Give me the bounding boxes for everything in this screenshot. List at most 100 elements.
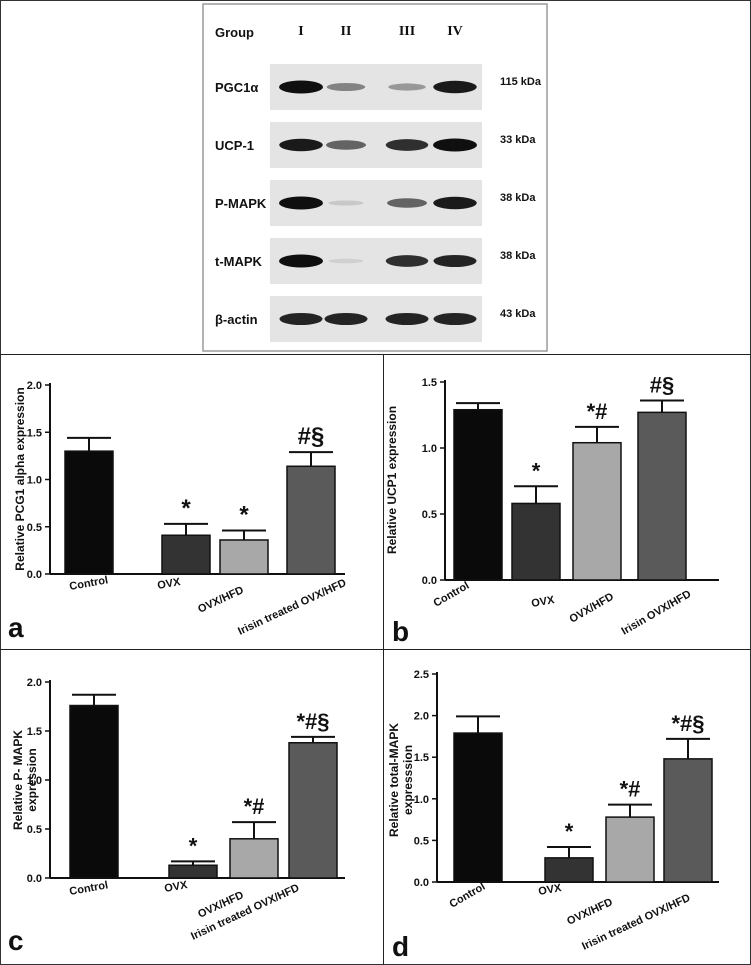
bar-control: [453, 408, 503, 581]
y-tick-label: 0.0: [414, 877, 429, 889]
y-tick-label: 2.5: [414, 669, 429, 681]
y-tick-label: 0.5: [414, 835, 429, 847]
significance-label: *#: [244, 794, 265, 819]
blot-band: [388, 83, 426, 91]
blot-band: [433, 254, 477, 268]
category-label: Control: [432, 580, 472, 610]
category-label: OVX: [163, 879, 189, 895]
bar-control: [453, 732, 503, 883]
protein-label: β-actin: [215, 312, 258, 327]
bar-irisin: [286, 465, 336, 575]
bar-ovx: [544, 857, 594, 883]
bar-ovx: [161, 534, 211, 575]
y-axis-label: Relative total-MAPKexpresssion: [387, 723, 415, 837]
blot-band: [433, 312, 477, 326]
category-label: OVX: [537, 882, 563, 898]
blot-band: [433, 80, 477, 94]
divider-middle: [0, 649, 751, 650]
protein-label: UCP-1: [215, 138, 254, 153]
category-label: Control: [68, 574, 109, 593]
y-tick-label: 1.0: [27, 775, 42, 787]
band-size-label: 33 kDa: [500, 134, 536, 146]
blot-band: [385, 312, 429, 326]
protein-label: PGC1α: [215, 80, 258, 95]
blot-band: [328, 200, 364, 206]
band-size-label: 115 kDa: [500, 76, 542, 88]
significance-label: *#: [620, 777, 641, 802]
band-size-label: 38 kDa: [500, 250, 536, 262]
lane-label: I: [298, 24, 303, 39]
blot-band: [387, 198, 427, 208]
bar-control: [69, 704, 119, 879]
category-label: Irisin treated OVX/HFD: [236, 577, 348, 638]
y-tick-label: 0.0: [422, 575, 437, 587]
y-tick-label: 2.0: [27, 380, 42, 392]
y-tick-label: 2.0: [414, 711, 429, 723]
category-label: Control: [68, 879, 109, 898]
bar-ovx_hfd: [229, 838, 279, 879]
blot-band: [279, 138, 323, 152]
significance-label: *#§: [671, 711, 704, 736]
panel-letter: d: [392, 931, 409, 962]
band-size-label: 43 kDa: [500, 308, 536, 320]
divider-top: [0, 354, 751, 355]
y-tick-label: 2.0: [27, 677, 42, 689]
category-label: OVX: [530, 594, 556, 610]
bar-control: [64, 450, 114, 575]
blot-band: [279, 254, 323, 268]
significance-label: #§: [298, 423, 325, 450]
divider-vertical: [383, 354, 384, 965]
category-label: Irisin OVX/HFD: [620, 588, 694, 638]
y-tick-label: 0.5: [422, 509, 437, 521]
bar-chart-c: 0.0 0.5 1.0 1.5 2.0 Relative P- MAPKexpressio…: [8, 677, 345, 956]
bar-ovx_hfd: [605, 816, 655, 883]
y-tick-label: 1.5: [422, 377, 437, 389]
significance-label: *: [565, 819, 574, 844]
bar-ovx: [168, 864, 218, 879]
blot-group-label: Group: [215, 25, 254, 40]
y-axis-label: Relative PCG1 alpha expression: [13, 387, 27, 570]
significance-label: *#§: [296, 709, 329, 734]
y-axis-label: Relative P- MAPKexpression: [11, 730, 39, 830]
blot-band: [328, 258, 364, 264]
lane-label: II: [341, 24, 352, 39]
bar-chart-b: 0.0 0.5 1.0 1.5 Relative UCP1 expression Cont…: [385, 372, 719, 647]
y-tick-label: 0.5: [27, 824, 42, 836]
bar-irisin: [637, 411, 687, 581]
y-tick-label: 0.5: [27, 522, 42, 534]
protein-label: P-MAPK: [215, 196, 267, 211]
category-label: OVX/HFD: [565, 896, 614, 928]
category-label: OVX: [156, 576, 182, 592]
blot-band: [433, 196, 477, 210]
y-tick-label: 1.5: [414, 752, 429, 764]
bar-ovx: [511, 502, 561, 581]
lane-label: IV: [447, 24, 463, 39]
panel-letter: a: [8, 612, 24, 643]
significance-label: *: [189, 833, 198, 858]
y-tick-label: 1.5: [27, 427, 42, 439]
y-tick-label: 0.0: [27, 569, 42, 581]
significance-label: *: [181, 495, 191, 522]
y-tick-label: 1.0: [27, 475, 42, 487]
y-tick-label: 0.0: [27, 873, 42, 885]
significance-label: *: [532, 458, 541, 483]
category-label: OVX/HFD: [196, 584, 245, 616]
bar-irisin: [663, 758, 713, 883]
bar-ovx_hfd: [219, 539, 269, 575]
blot-band: [324, 312, 368, 326]
significance-label: *#: [587, 399, 608, 424]
panel-letter: c: [8, 925, 24, 956]
blot-band: [326, 140, 366, 150]
blot-band: [279, 312, 323, 326]
bar-ovx_hfd: [572, 441, 622, 581]
protein-label: t-MAPK: [215, 254, 263, 269]
y-tick-label: 1.0: [414, 794, 429, 806]
blot-band: [279, 80, 323, 94]
blot-band: [385, 255, 429, 267]
significance-label: *: [239, 502, 249, 529]
panel-letter: b: [392, 616, 409, 647]
blot-frame: [202, 3, 548, 352]
blot-band: [326, 82, 366, 92]
